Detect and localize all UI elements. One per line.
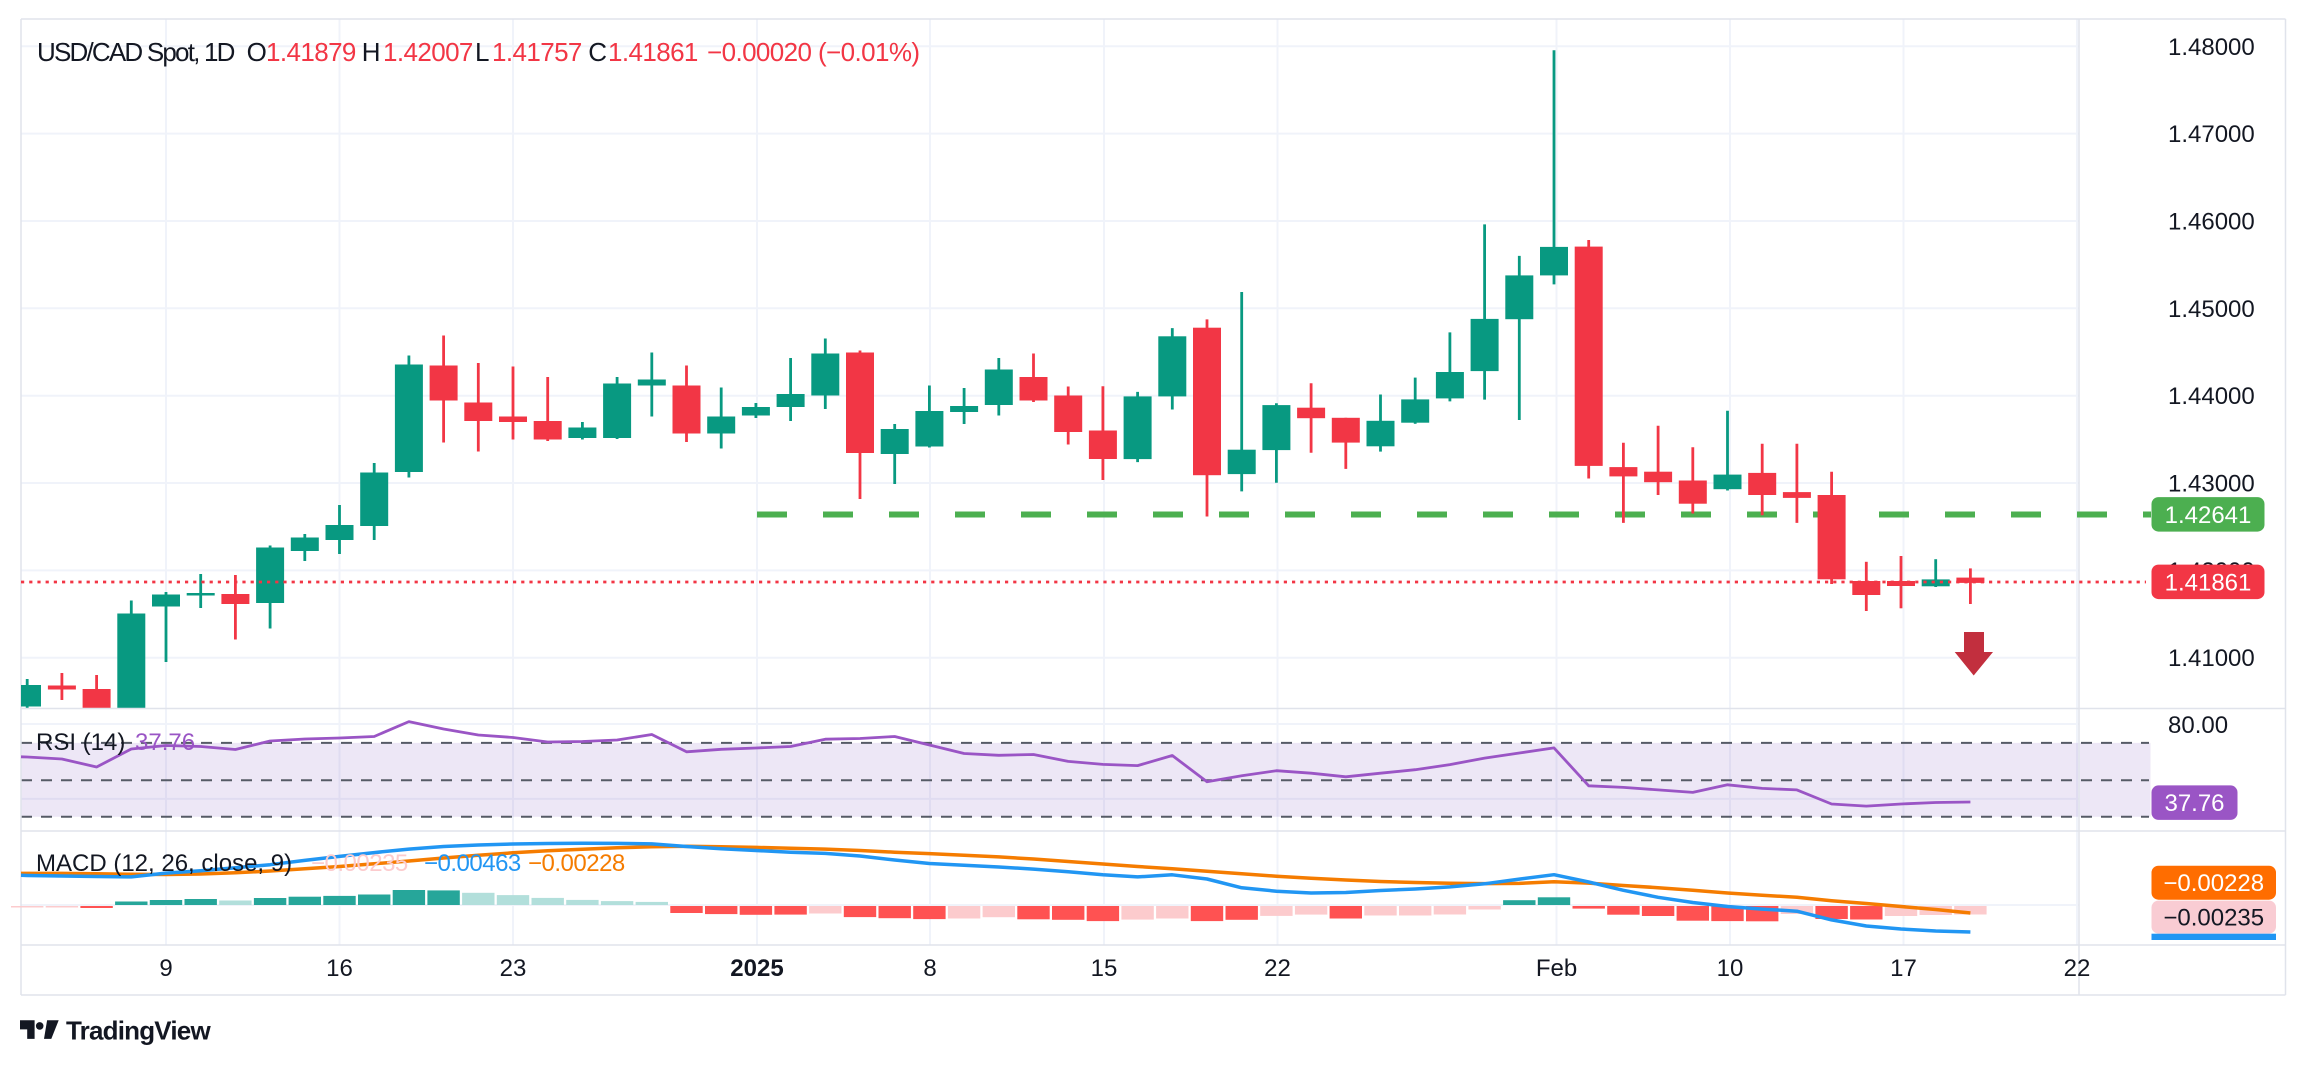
svg-text:37.76: 37.76 (2164, 790, 2224, 817)
svg-text:17: 17 (1890, 955, 1917, 982)
svg-text:−0.00020 (−0.01%): −0.00020 (−0.01%) (707, 37, 919, 67)
svg-text:O: O (247, 37, 267, 67)
svg-text:−0.00228: −0.00228 (528, 850, 625, 877)
svg-text:1.41861: 1.41861 (2165, 569, 2252, 596)
svg-text:H: H (362, 37, 381, 67)
svg-text:9: 9 (159, 955, 172, 982)
svg-text:80.00: 80.00 (2168, 712, 2228, 739)
svg-text:1.41861: 1.41861 (608, 37, 698, 67)
svg-text:10: 10 (1717, 955, 1744, 982)
svg-text:−0.00235: −0.00235 (311, 850, 408, 877)
svg-text:1.48000: 1.48000 (2168, 34, 2255, 61)
svg-text:−0.00463: −0.00463 (424, 850, 521, 877)
svg-text:22: 22 (1264, 955, 1291, 982)
svg-text:Feb: Feb (1536, 955, 1577, 982)
svg-text:L: L (475, 37, 489, 67)
svg-text:1.47000: 1.47000 (2168, 121, 2255, 148)
svg-text:1.46000: 1.46000 (2168, 209, 2255, 236)
svg-text:37.76: 37.76 (135, 729, 195, 756)
svg-text:−0.00235: −0.00235 (2163, 905, 2264, 932)
svg-text:−0.00228: −0.00228 (2163, 870, 2264, 897)
svg-text:16: 16 (326, 955, 353, 982)
svg-text:1.42641: 1.42641 (2165, 502, 2252, 529)
svg-text:1.41879: 1.41879 (266, 37, 356, 67)
svg-text:MACD (12, 26, close, 9): MACD (12, 26, close, 9) (36, 850, 292, 877)
svg-text:1.43000: 1.43000 (2168, 471, 2255, 498)
svg-text:TradingView: TradingView (66, 1016, 211, 1046)
svg-text:23: 23 (500, 955, 527, 982)
svg-text:15: 15 (1091, 955, 1118, 982)
svg-text:RSI (14): RSI (14) (36, 729, 125, 756)
svg-text:1.45000: 1.45000 (2168, 296, 2255, 323)
svg-text:2025: 2025 (730, 955, 783, 982)
svg-text:1.42007: 1.42007 (383, 37, 473, 67)
svg-text:C: C (588, 37, 607, 67)
svg-text:8: 8 (923, 955, 936, 982)
svg-text:22: 22 (2064, 955, 2091, 982)
svg-text:1.44000: 1.44000 (2168, 383, 2255, 410)
svg-text:1.41000: 1.41000 (2168, 645, 2255, 672)
svg-text:1.41757: 1.41757 (492, 37, 582, 67)
svg-text:USD/CAD Spot, 1D: USD/CAD Spot, 1D (37, 37, 235, 67)
